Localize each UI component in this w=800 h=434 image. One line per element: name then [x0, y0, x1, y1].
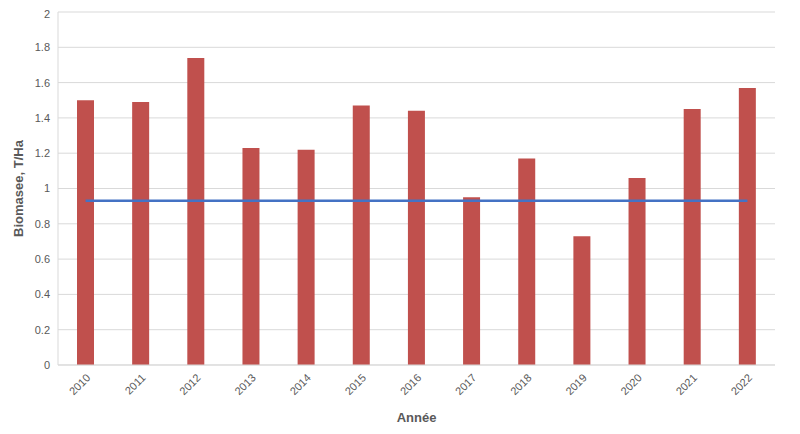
svg-text:0.8: 0.8	[35, 218, 50, 230]
svg-text:2022: 2022	[729, 371, 755, 397]
svg-text:0.6: 0.6	[35, 253, 50, 265]
svg-text:0.4: 0.4	[35, 288, 50, 300]
svg-text:1.2: 1.2	[35, 147, 50, 159]
svg-text:Année: Année	[397, 410, 437, 425]
svg-text:Biomasee, T/Ha: Biomasee, T/Ha	[11, 139, 26, 237]
svg-text:2011: 2011	[122, 371, 147, 396]
svg-text:2018: 2018	[508, 371, 534, 397]
svg-text:2010: 2010	[67, 371, 93, 397]
svg-text:0.2: 0.2	[35, 324, 50, 336]
svg-text:2012: 2012	[177, 371, 203, 397]
svg-text:1.6: 1.6	[35, 77, 50, 89]
svg-text:0: 0	[44, 359, 50, 371]
svg-text:2: 2	[44, 8, 50, 20]
svg-text:2015: 2015	[342, 371, 368, 397]
svg-text:2017: 2017	[453, 371, 479, 397]
svg-text:2021: 2021	[673, 371, 699, 397]
svg-text:1.4: 1.4	[35, 112, 50, 124]
svg-text:2019: 2019	[563, 371, 589, 397]
svg-text:2013: 2013	[232, 371, 258, 397]
svg-text:2016: 2016	[398, 371, 424, 397]
svg-text:2014: 2014	[287, 371, 313, 397]
svg-text:1.8: 1.8	[35, 41, 50, 53]
svg-text:2020: 2020	[618, 371, 644, 397]
svg-text:1: 1	[44, 182, 50, 194]
